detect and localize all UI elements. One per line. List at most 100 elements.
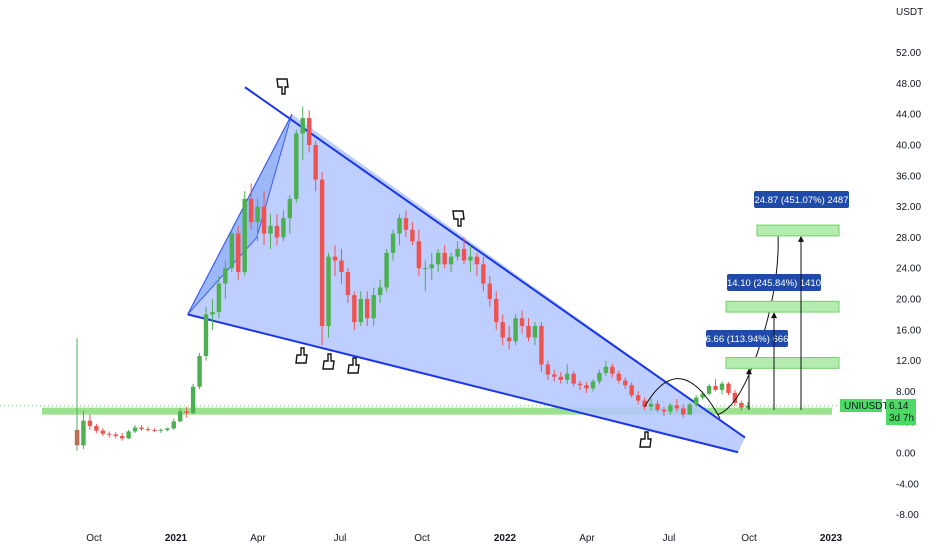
- hand-pointer-up-icon: [295, 347, 308, 364]
- x-tick-label: Oct: [414, 533, 430, 544]
- candle-body: [294, 133, 299, 199]
- target-zone-box: [756, 224, 840, 237]
- falling-wedge-pattern: [187, 86, 746, 454]
- x-tick-label: Jul: [663, 533, 676, 544]
- projection-label-text: 14.10 (245.84%) 1410: [727, 278, 821, 289]
- candle-body: [616, 373, 621, 381]
- candle-body: [332, 256, 338, 261]
- candle-body: [526, 325, 531, 338]
- hand-shape: [295, 347, 308, 364]
- y-tick-label: 48.00: [896, 79, 921, 90]
- candle-body: [648, 403, 654, 407]
- price-badge-bg: [886, 399, 916, 425]
- candle-body: [236, 233, 241, 273]
- y-tick-label: 36.00: [896, 171, 921, 182]
- hand-shape: [452, 210, 465, 227]
- candle-body: [584, 385, 589, 389]
- candle-body: [623, 380, 628, 386]
- candle-body: [248, 198, 254, 222]
- annotations: [276, 78, 652, 448]
- candle-body: [229, 233, 234, 269]
- candle-body: [436, 252, 441, 265]
- candle-body: [494, 299, 499, 323]
- last-price-label: 6.14: [889, 401, 909, 412]
- candle-body: [300, 118, 305, 134]
- wedge-upper-line: [244, 86, 746, 439]
- x-tick-label: 2023: [820, 533, 843, 544]
- hand-shape: [322, 353, 335, 370]
- projection-label-bg: [706, 330, 788, 347]
- candle-body: [139, 427, 144, 430]
- candle-body: [223, 268, 228, 284]
- candle-body: [745, 405, 750, 408]
- candle-body: [319, 179, 325, 326]
- candle-body: [694, 397, 699, 405]
- target-zone-box: [725, 300, 840, 313]
- candle-body: [513, 318, 518, 342]
- symbol-label: UNIUSDT: [844, 401, 888, 412]
- candle-body: [397, 218, 402, 234]
- candle-body: [416, 241, 422, 269]
- candle-body: [107, 433, 112, 435]
- candle-body: [506, 337, 512, 342]
- candle-body: [242, 198, 247, 273]
- x-tick-label: Jul: [334, 533, 347, 544]
- candle-body: [171, 421, 176, 429]
- candle-body: [732, 392, 738, 403]
- y-tick-label: 44.00: [896, 110, 921, 121]
- candle-body: [377, 287, 383, 296]
- target-zone-box: [725, 357, 840, 369]
- candle-body: [113, 434, 118, 437]
- y-tick-label: 40.00: [896, 141, 921, 152]
- candle-body: [481, 264, 486, 284]
- candle-body: [706, 386, 712, 394]
- y-tick-label: 12.00: [896, 356, 921, 367]
- candle-body: [571, 373, 576, 384]
- x-axis: Oct 2021 Apr Jul Oct 2022 Apr Jul Oct 2023: [86, 533, 842, 544]
- candle-body: [687, 404, 692, 415]
- projection-label-bg: [754, 191, 849, 208]
- currency-label: USDT: [896, 7, 923, 18]
- hand-shape: [347, 357, 360, 374]
- candle-body: [590, 381, 596, 389]
- projection-arrow-head: [798, 235, 804, 242]
- y-tick-label: 24.00: [896, 264, 921, 275]
- y-tick-label: 20.00: [896, 295, 921, 306]
- candle-body: [371, 295, 376, 319]
- candle-body: [345, 272, 351, 296]
- candle-body: [358, 299, 363, 323]
- candle-body: [203, 314, 209, 356]
- candle-body: [352, 295, 357, 323]
- y-tick-label: 28.00: [896, 233, 921, 244]
- support-zone: [42, 407, 832, 415]
- candle-body: [178, 411, 183, 422]
- candle-body: [197, 355, 202, 387]
- candle-body: [565, 373, 570, 380]
- candle-body: [216, 283, 222, 313]
- candle-body: [132, 427, 138, 432]
- candle-body: [184, 411, 189, 413]
- projection-arrow-head: [771, 312, 777, 319]
- candle-body: [558, 376, 563, 380]
- candlestick-series: [74, 106, 750, 451]
- y-tick-label: 8.00: [896, 387, 916, 398]
- candle-body: [81, 420, 86, 446]
- x-tick-label: Apr: [250, 533, 266, 544]
- candle-body: [190, 386, 196, 413]
- candle-body: [500, 322, 505, 338]
- candle-body: [158, 429, 164, 431]
- candle-body: [610, 366, 615, 374]
- candle-body: [326, 256, 331, 326]
- y-tick-label: 52.00: [896, 48, 921, 59]
- hand-shape: [639, 431, 652, 448]
- hand-pointer-up-icon: [639, 431, 652, 448]
- candle-body: [674, 405, 680, 409]
- candle-body: [307, 118, 312, 145]
- candle-body: [539, 325, 544, 365]
- candle-body: [100, 430, 105, 434]
- projection-arrow-head: [746, 368, 752, 375]
- candle-body: [726, 383, 731, 393]
- candle-body: [474, 256, 480, 265]
- projection-targets: 6.66 (113.94%) 666 14.10 (245.84%) 1410 24…: [644, 191, 849, 419]
